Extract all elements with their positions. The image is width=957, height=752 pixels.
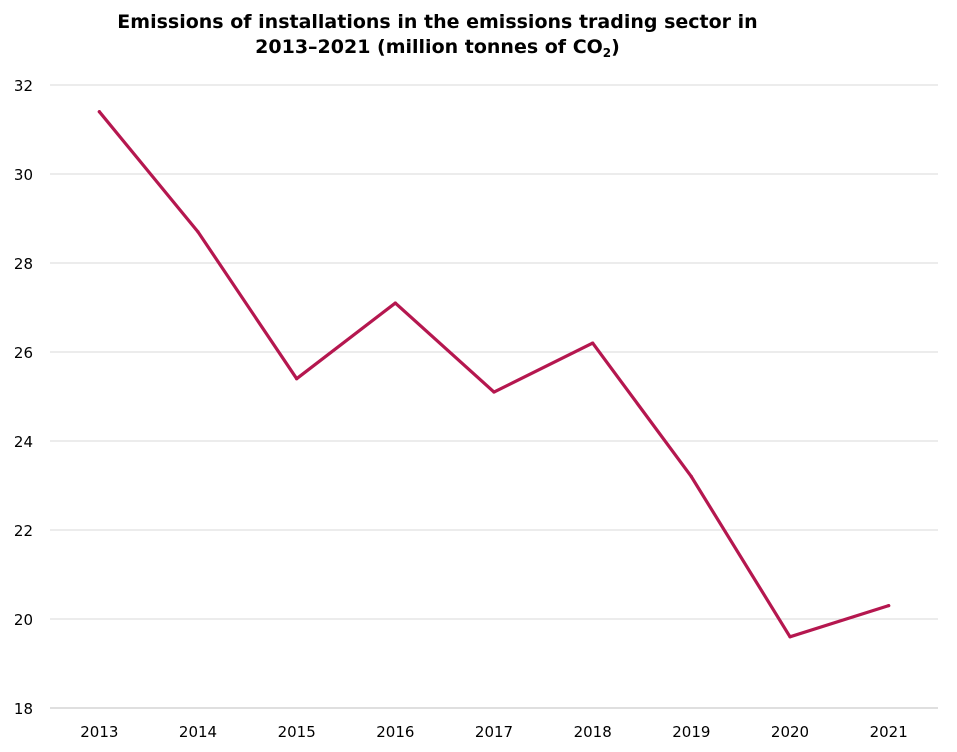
y-tick-label-24: 24 — [14, 433, 33, 451]
x-tick-label-2016: 2016 — [376, 723, 414, 741]
chart-title-line-1: Emissions of installations in the emissi… — [117, 11, 758, 33]
chart-title: Emissions of installations in the emissi… — [0, 10, 875, 60]
chart-title-line-2-text: 2013–2021 (million tonnes of CO — [255, 36, 603, 58]
series-layer — [97, 110, 891, 639]
y-tick-label-28: 28 — [14, 255, 33, 273]
gridlines — [50, 84, 938, 620]
y-tick-label-26: 26 — [14, 344, 33, 362]
x-tick-label-2020: 2020 — [771, 723, 809, 741]
y-tick-label-20: 20 — [14, 611, 33, 629]
x-axis-ticks: 2013 2014 2015 2016 2017 2018 2019 2020 2021 — [80, 723, 908, 741]
x-tick-label-2019: 2019 — [672, 723, 710, 741]
x-tick-label-2018: 2018 — [574, 723, 612, 741]
x-tick-label-2017: 2017 — [475, 723, 513, 741]
y-tick-label-30: 30 — [14, 166, 33, 184]
data-point-2014 — [196, 230, 200, 234]
chart-title-line-2-end: ) — [611, 36, 620, 58]
data-point-2015 — [295, 377, 299, 381]
x-tick-label-2013: 2013 — [80, 723, 118, 741]
y-tick-label-22: 22 — [14, 522, 33, 540]
data-point-2021 — [887, 604, 891, 608]
data-point-2020 — [788, 635, 792, 639]
x-tick-label-2014: 2014 — [179, 723, 217, 741]
data-point-2018 — [591, 341, 595, 345]
data-point-2019 — [689, 475, 693, 479]
y-tick-label-18: 18 — [14, 700, 33, 718]
chart-title-line-2: 2013–2021 (million tonnes of CO2) — [255, 36, 620, 60]
series-line-1 — [97, 110, 891, 639]
data-point-2016 — [393, 301, 397, 305]
x-tick-label-2021: 2021 — [870, 723, 908, 741]
data-point-2013 — [97, 110, 101, 114]
chart-title-subscript: 2 — [602, 46, 612, 60]
y-tick-label-32: 32 — [14, 77, 33, 95]
x-tick-label-2015: 2015 — [278, 723, 316, 741]
y-axis-ticks: 18 20 22 24 26 28 30 32 — [14, 77, 33, 718]
data-point-2017 — [492, 390, 496, 394]
